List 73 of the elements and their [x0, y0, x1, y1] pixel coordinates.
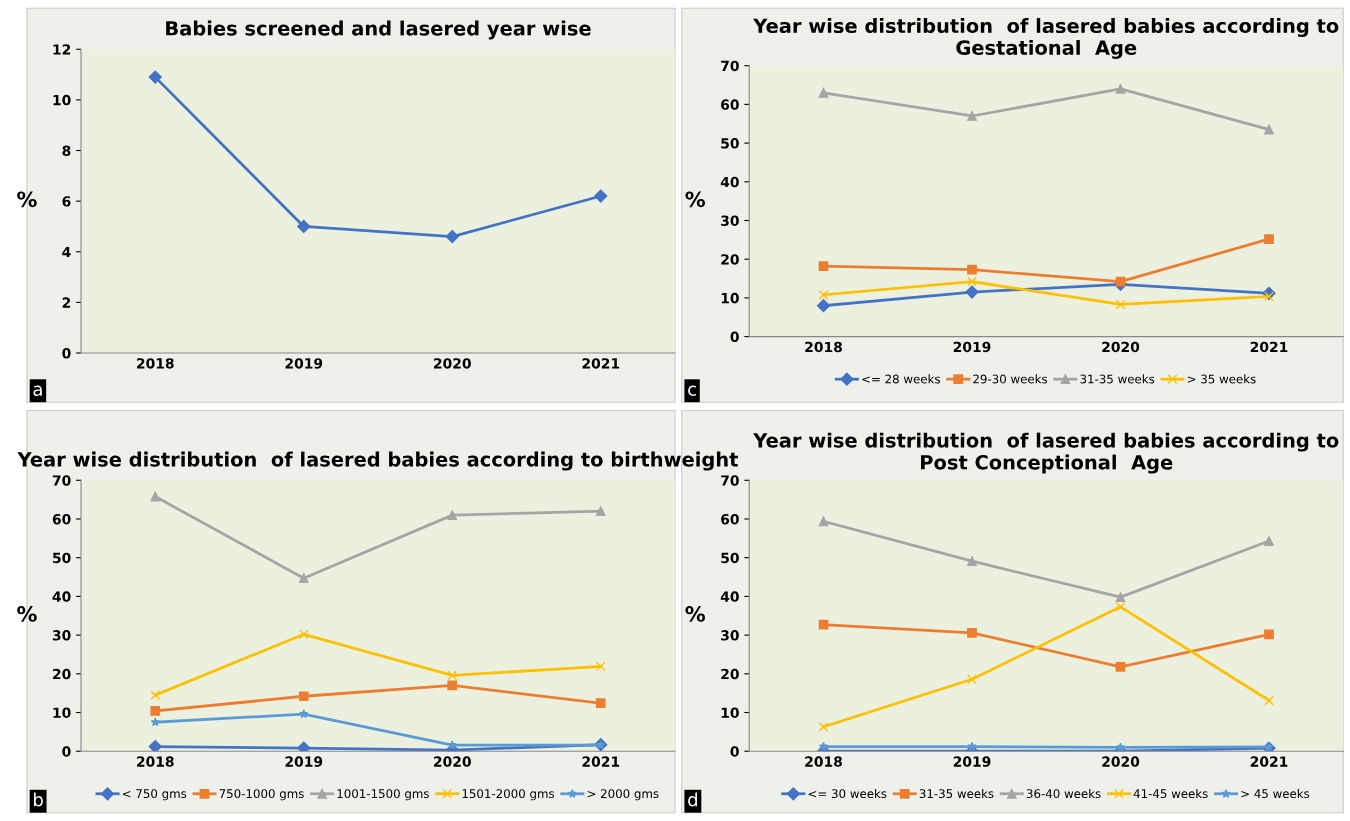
x-tick-label: 2020: [434, 756, 471, 767]
y-tick-label: 60: [721, 99, 739, 110]
x-tick-label: 2020: [1102, 756, 1140, 767]
x-tick-label: 2021: [1250, 756, 1288, 767]
y-tick-label: 30: [52, 630, 71, 641]
chart-title: Year wise distribution of lasered babies according to Post Conceptional Age: [753, 432, 1339, 474]
x-tick-label: 2019: [953, 756, 991, 767]
legend-label: 29-30 weeks: [973, 374, 1048, 384]
y-tick-label: 10: [53, 94, 71, 106]
legend-label: 750-1000 gms: [219, 789, 304, 801]
text: b: [34, 792, 43, 807]
chart-title: Babies screened and lasered year wise: [166, 20, 591, 40]
y-axis-title: %: [17, 606, 37, 622]
y-tick-label: 20: [721, 668, 739, 680]
y-tick-label: 0: [62, 348, 71, 359]
x-tick-label: 2019: [285, 756, 323, 767]
y-tick-label: 50: [53, 552, 71, 564]
y-tick-label: 6: [62, 196, 71, 207]
chart-title: Year wise distribution of lasered babies according to Gestational Age: [753, 18, 1339, 59]
x-tick-label: 2020: [1102, 341, 1140, 353]
y-tick-label: 20: [53, 668, 71, 680]
y-tick-label: 10: [721, 707, 739, 718]
y-tick-label: 40: [52, 591, 71, 602]
legend-label: <= 28 weeks: [862, 374, 940, 384]
y-tick-label: 50: [721, 552, 739, 564]
y-tick-label: 40: [720, 591, 739, 602]
y-tick-label: 12: [53, 44, 71, 55]
legend-label: 1501-2000 gms: [462, 789, 555, 801]
y-tick-label: 70: [52, 475, 71, 486]
y-tick-label: 60: [721, 513, 739, 525]
y-tick-label: 30: [721, 630, 739, 641]
x-tick-label: 2019: [953, 341, 991, 353]
y-tick-label: 70: [721, 475, 739, 486]
text: a: [33, 385, 42, 396]
legend-label: > 35 weeks: [1187, 374, 1256, 384]
y-tick-label: 0: [62, 746, 71, 757]
y-tick-label: 20: [721, 254, 739, 265]
x-tick-label: 2020: [434, 358, 471, 369]
x-tick-label: 2018: [805, 756, 842, 767]
legend-label: 1001-1500 gms: [337, 789, 429, 801]
text: c: [688, 385, 696, 396]
y-tick-label: 60: [52, 513, 71, 525]
legend-label: 31-35 weeks: [1080, 374, 1155, 384]
y-tick-label: 0: [730, 746, 739, 757]
y-tick-label: 2: [62, 297, 71, 308]
legend-label: <= 30 weeks: [808, 788, 887, 799]
text: d: [688, 792, 697, 807]
y-tick-label: 8: [62, 145, 71, 156]
y-axis-title: %: [685, 191, 705, 208]
legend-label: > 45 weeks: [1241, 788, 1310, 799]
x-tick-label: 2021: [582, 358, 620, 369]
x-tick-label: 2021: [1250, 341, 1288, 353]
x-tick-label: 2021: [582, 756, 620, 767]
legend-label: > 2000 gms: [587, 789, 659, 801]
legend-label: < 750 gms: [122, 789, 187, 801]
legend-label: 41-45 weeks: [1133, 788, 1208, 799]
legend-label: 36-40 weeks: [1026, 788, 1101, 799]
y-axis-title: %: [685, 606, 705, 622]
y-axis-title: %: [17, 191, 37, 208]
y-tick-label: 50: [721, 138, 739, 149]
x-tick-label: 2019: [285, 358, 323, 369]
x-tick-label: 2018: [805, 341, 842, 353]
y-tick-label: 10: [721, 292, 739, 304]
chart-title: Year wise distribution of lasered babies according to birthweight: [17, 451, 739, 471]
legend-label: 31-35 weeks: [919, 788, 994, 799]
y-tick-label: 4: [62, 246, 71, 258]
x-tick-label: 2018: [137, 358, 174, 369]
y-tick-label: 40: [720, 176, 739, 188]
x-tick-label: 2018: [137, 756, 174, 767]
y-tick-label: 0: [730, 331, 739, 343]
y-tick-label: 30: [721, 215, 739, 226]
y-tick-label: 10: [53, 707, 71, 718]
y-tick-label: 70: [721, 60, 739, 72]
